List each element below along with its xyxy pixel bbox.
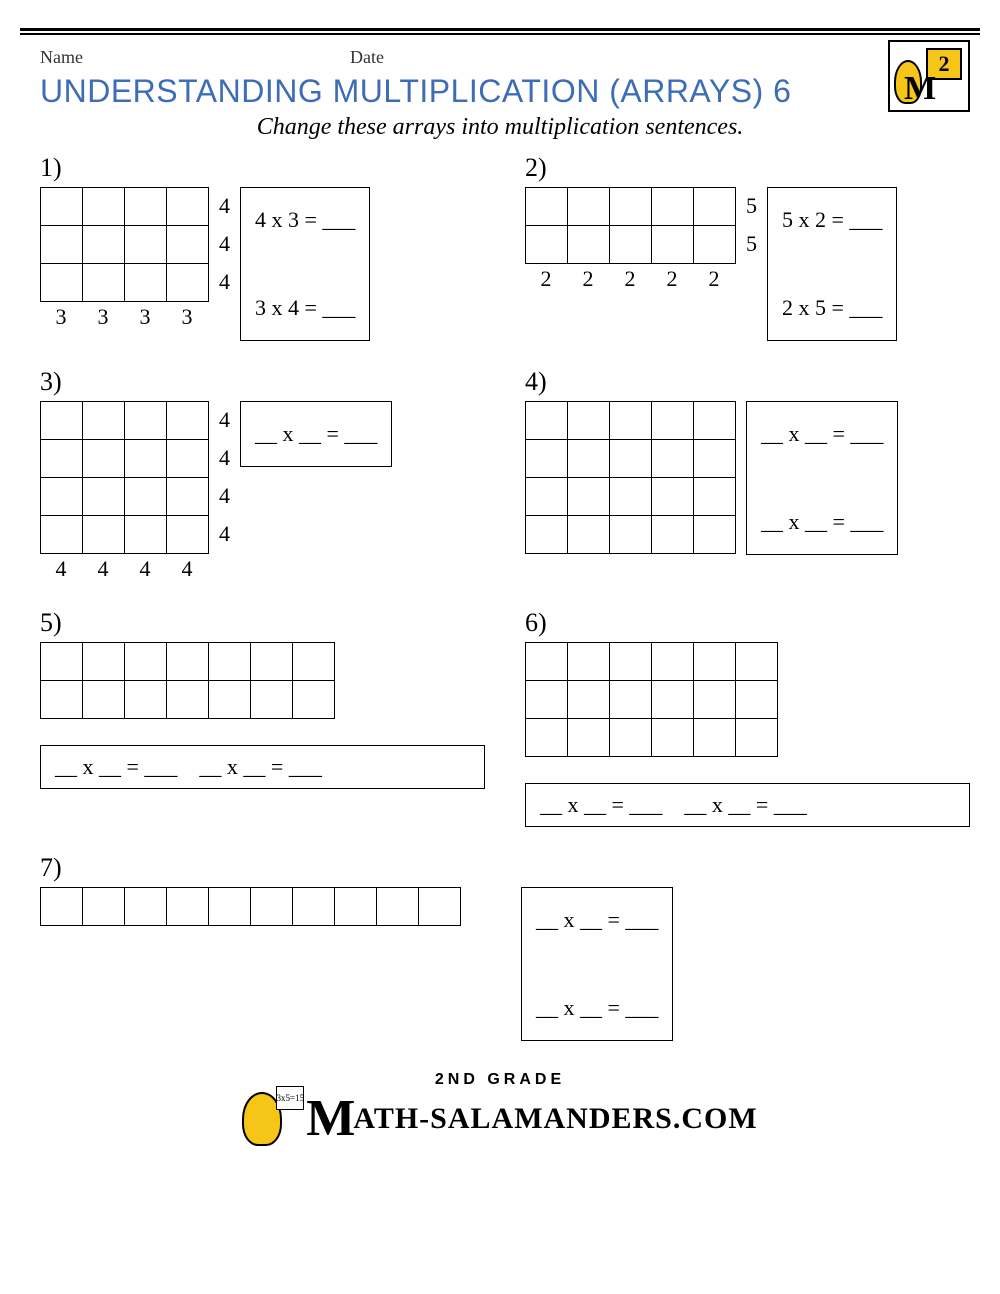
- array-area: __ x __ = ___ __ x __ = ___: [40, 887, 970, 1041]
- footer-grade: 2ND GRADE: [0, 1071, 1000, 1089]
- subtitle: Change these arrays into multiplication …: [0, 114, 1000, 141]
- array-grid: [40, 401, 209, 554]
- question-number: 1): [40, 153, 485, 183]
- array-grid: [40, 887, 461, 926]
- header-row: Name Date: [0, 43, 1000, 70]
- col-labels: 22222: [525, 266, 736, 292]
- question-number: 3): [40, 367, 485, 397]
- problem: 6) __ x __ = ___ __ x __ = ___: [525, 608, 970, 827]
- question-number: 4): [525, 367, 970, 397]
- title-row: UNDERSTANDING MULTIPLICATION (ARRAYS) 6 …: [0, 70, 1000, 112]
- row-labels: 55: [746, 187, 757, 263]
- problem: 4) __ x __ = ___ __ x __ = ___: [525, 367, 970, 582]
- footer-brand-text: ATH-SALAMANDERS.COM: [353, 1102, 757, 1136]
- problem-row: 5) __ x __ = ___ __ x __ = ___ 6) __ x __ =…: [40, 608, 970, 827]
- problem-row: 7) __ x __ = ___ __ x __ = ___: [40, 853, 970, 1041]
- problem: 3) 4444 4444 __ x __ = ___: [40, 367, 485, 582]
- array-grid: [40, 187, 209, 302]
- row-labels: 444: [219, 187, 230, 301]
- array-area: 3333 444 4 x 3 = ___ 3 x 4 = ___: [40, 187, 485, 341]
- worksheet-page: Name Date UNDERSTANDING MULTIPLICATION (…: [0, 28, 1000, 1168]
- salamander-icon: 3x5=15: [242, 1092, 282, 1146]
- problem: 2) 22222 555 x 2 = ___ 2 x 5 = ___: [525, 153, 970, 341]
- array-grid: [525, 642, 778, 757]
- answer-box[interactable]: __ x __ = ___ __ x __ = ___: [746, 401, 898, 555]
- col-labels: 4444: [40, 556, 209, 582]
- answer-box[interactable]: 5 x 2 = ___ 2 x 5 = ___: [767, 187, 897, 341]
- problem: 5) __ x __ = ___ __ x __ = ___: [40, 608, 485, 827]
- footer-sign: 3x5=15: [276, 1086, 304, 1110]
- problem: 7) __ x __ = ___ __ x __ = ___: [40, 853, 970, 1041]
- question-number: 7): [40, 853, 970, 883]
- corner-logo: 2 M: [888, 40, 970, 112]
- answer-box[interactable]: __ x __ = ___: [240, 401, 392, 467]
- answer-box[interactable]: __ x __ = ___ __ x __ = ___: [521, 887, 673, 1041]
- footer-brand: 3x5=15 M ATH-SALAMANDERS.COM: [0, 1089, 1000, 1148]
- col-labels: 3333: [40, 304, 209, 330]
- logo-m-icon: M: [306, 1089, 349, 1148]
- problem: 1) 3333 444 4 x 3 = ___ 3 x 4 = ___: [40, 153, 485, 341]
- date-label: Date: [350, 47, 384, 68]
- array-grid: [40, 642, 335, 719]
- array-grid: [525, 187, 736, 264]
- answer-box[interactable]: 4 x 3 = ___ 3 x 4 = ___: [240, 187, 370, 341]
- footer: 2ND GRADE 3x5=15 M ATH-SALAMANDERS.COM: [0, 1071, 1000, 1168]
- question-number: 5): [40, 608, 485, 638]
- array-area: 22222 555 x 2 = ___ 2 x 5 = ___: [525, 187, 970, 341]
- array-area: __ x __ = ___ __ x __ = ___: [525, 401, 970, 555]
- row-labels: 4444: [219, 401, 230, 553]
- array-grid: [525, 401, 736, 554]
- problems-container: 1) 3333 444 4 x 3 = ___ 3 x 4 = ___ 2) 22222 5…: [0, 153, 1000, 1041]
- top-rule: [20, 28, 980, 35]
- page-title: UNDERSTANDING MULTIPLICATION (ARRAYS) 6: [40, 73, 888, 110]
- problem-row: 3) 4444 4444 __ x __ = ___ 4) __ x __ = ___ _…: [40, 367, 970, 582]
- answer-box[interactable]: __ x __ = ___ __ x __ = ___: [525, 783, 970, 827]
- logo-m-icon: M: [904, 70, 932, 108]
- problem-row: 1) 3333 444 4 x 3 = ___ 3 x 4 = ___ 2) 22222 5…: [40, 153, 970, 341]
- name-label: Name: [40, 47, 350, 68]
- answer-box[interactable]: __ x __ = ___ __ x __ = ___: [40, 745, 485, 789]
- array-area: 4444 4444 __ x __ = ___: [40, 401, 485, 582]
- question-number: 2): [525, 153, 970, 183]
- question-number: 6): [525, 608, 970, 638]
